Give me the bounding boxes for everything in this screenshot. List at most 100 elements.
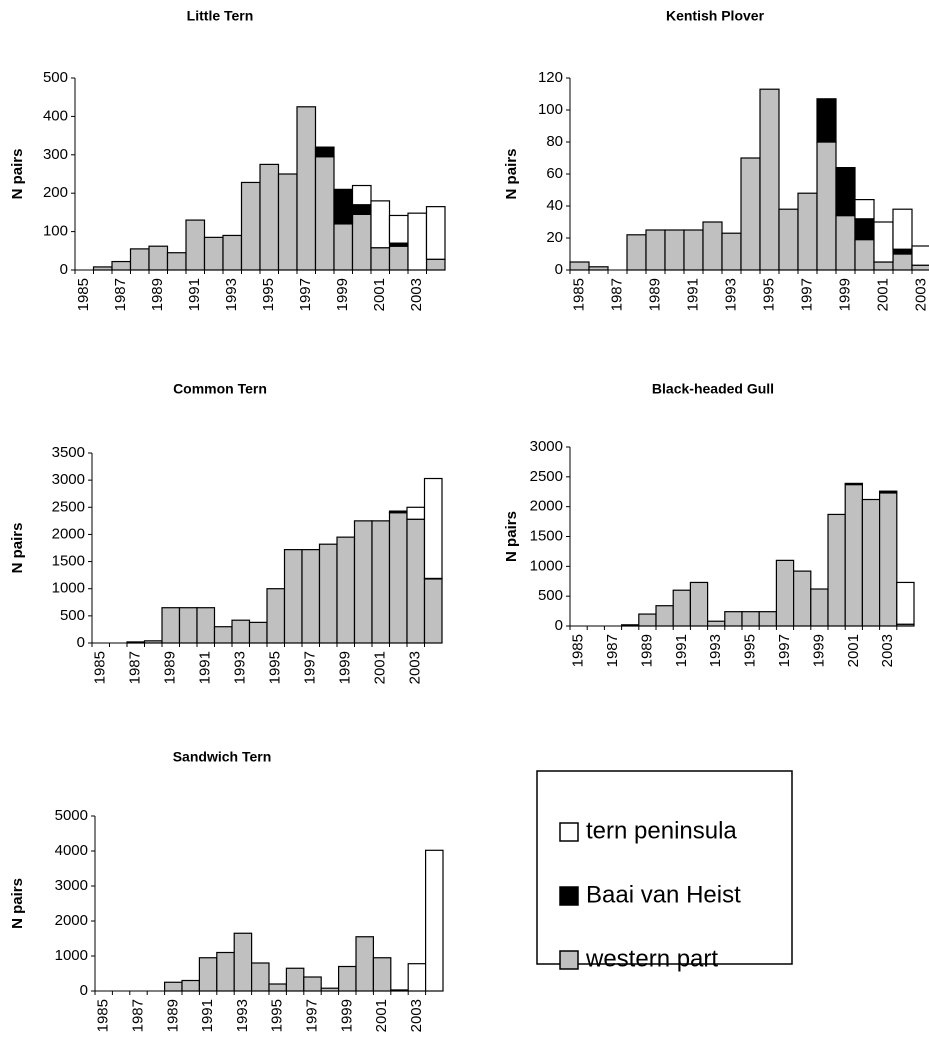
bar-segment — [425, 849, 444, 992]
y-tick-label: 3000 — [530, 438, 563, 455]
bar-segment — [178, 607, 198, 644]
y-tick-label: 120 — [538, 69, 563, 86]
bar-segment — [896, 581, 915, 625]
bar-segment — [724, 611, 743, 627]
x-tick-label: 2003 — [408, 999, 425, 1032]
y-tick-label: 400 — [43, 107, 68, 124]
bar-segment — [296, 106, 317, 271]
bar-segment — [702, 221, 723, 271]
chart-title: Sandwich Tern — [173, 749, 272, 765]
y-tick-label: 80 — [546, 133, 563, 150]
bar-segment — [231, 619, 251, 644]
x-tick-label: 2001 — [874, 278, 891, 311]
bar-segment — [638, 613, 657, 627]
bar-segment — [892, 208, 913, 250]
y-axis-label: N pairs — [503, 149, 520, 200]
bar-segment — [854, 218, 875, 241]
bar-segment — [835, 167, 856, 217]
bar-segment — [181, 979, 200, 992]
x-tick-label: 1993 — [232, 651, 249, 684]
y-tick-label: 60 — [546, 165, 563, 182]
bar-segment — [741, 611, 760, 627]
x-tick-label: 1999 — [338, 999, 355, 1032]
x-tick-label: 1987 — [112, 278, 129, 311]
x-tick-label: 1989 — [638, 634, 655, 667]
chart-title: Black-headed Gull — [652, 381, 774, 397]
bar-segment — [372, 957, 392, 992]
bar-segment — [792, 570, 812, 627]
bar-segment — [333, 223, 354, 271]
bar-segment — [706, 620, 726, 627]
bar-segment — [303, 976, 322, 992]
legend-box — [536, 770, 793, 965]
chart-title: Kentish Plover — [666, 8, 765, 24]
bar-segment — [407, 212, 428, 271]
y-axis-label: N pairs — [503, 511, 520, 562]
bar-segment — [248, 621, 268, 644]
bar-segment — [333, 188, 354, 225]
x-tick-label: 1999 — [836, 278, 853, 311]
bar-segment — [213, 626, 233, 644]
x-tick-label: 1995 — [269, 999, 286, 1032]
x-tick-label: 1985 — [570, 278, 587, 311]
bar-segment — [314, 146, 335, 158]
x-tick-label: 1985 — [75, 278, 92, 311]
bar-segment — [277, 173, 298, 271]
bar-segment — [816, 98, 837, 143]
y-tick-label: 500 — [60, 607, 85, 624]
x-tick-label: 1987 — [129, 999, 146, 1032]
bar-segment — [314, 156, 335, 271]
bar-segment — [161, 607, 181, 644]
bar-segment — [216, 951, 235, 992]
y-tick-label: 2500 — [530, 468, 563, 485]
bar-segment — [185, 219, 206, 271]
bar-segment — [371, 520, 391, 644]
y-axis-label: N pairs — [9, 523, 26, 574]
bar-segment — [911, 264, 929, 271]
x-tick-label: 1997 — [776, 634, 793, 667]
y-tick-label: 0 — [60, 261, 68, 278]
bar-segment — [166, 252, 187, 271]
bar-segment — [388, 214, 409, 244]
x-tick-label: 1993 — [722, 278, 739, 311]
y-tick-label: 3000 — [55, 877, 88, 894]
y-tick-label: 5000 — [55, 807, 88, 824]
bar-segment — [892, 253, 913, 271]
x-tick-label: 2001 — [845, 634, 862, 667]
x-tick-label: 1997 — [798, 278, 815, 311]
bar-segment — [854, 239, 875, 271]
x-tick-label: 2003 — [912, 278, 929, 311]
bar-segment — [626, 234, 647, 271]
y-tick-label: 4000 — [55, 842, 88, 859]
y-tick-label: 3500 — [52, 444, 85, 461]
x-tick-label: 1997 — [297, 278, 314, 311]
bar-segment — [911, 245, 929, 266]
x-tick-label: 2003 — [408, 278, 425, 311]
bar-segment — [775, 559, 795, 627]
x-tick-label: 1999 — [810, 634, 827, 667]
bar-segment — [240, 181, 261, 271]
x-tick-label: 1995 — [267, 651, 284, 684]
x-tick-label: 1987 — [608, 278, 625, 311]
bar-segment — [203, 236, 224, 271]
bar-segment — [844, 483, 864, 627]
bar-segment — [423, 578, 443, 644]
x-tick-label: 1991 — [684, 278, 701, 311]
y-tick-label: 0 — [80, 982, 88, 999]
y-tick-label: 1000 — [530, 557, 563, 574]
y-tick-label: 1000 — [52, 580, 85, 597]
bar-segment — [758, 611, 778, 627]
y-tick-label: 40 — [546, 197, 563, 214]
bar-segment — [835, 215, 856, 271]
bar-segment — [370, 247, 391, 271]
y-tick-label: 0 — [77, 634, 85, 651]
bar-segment — [259, 163, 280, 271]
bar-segment — [388, 510, 408, 514]
x-tick-label: 2001 — [373, 999, 390, 1032]
bar-segment — [351, 204, 372, 215]
x-tick-label: 1999 — [334, 278, 351, 311]
bar-segment — [892, 248, 913, 255]
y-tick-label: 100 — [43, 223, 68, 240]
y-tick-label: 500 — [43, 69, 68, 86]
bar-segment — [355, 936, 374, 992]
